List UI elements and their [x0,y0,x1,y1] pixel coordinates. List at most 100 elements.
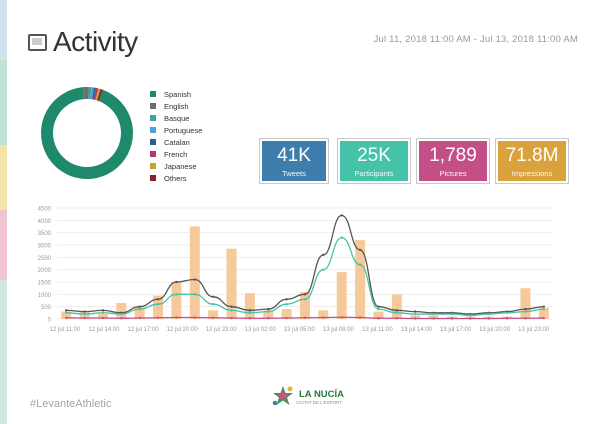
series-point [285,298,288,301]
y-tick-label: 2500 [38,256,52,262]
stat-value: 1,789 [429,145,477,166]
y-tick-label: 3500 [38,231,52,237]
pictures-bar [336,272,347,319]
series-point [248,309,252,312]
series-point [64,316,68,319]
series-point [64,311,68,315]
series-point [156,316,160,319]
series-point [505,311,509,315]
legend-label: Catalan [164,137,190,147]
y-tick-label: 1000 [38,293,52,299]
series-point [175,293,178,296]
series-point [175,316,178,319]
legend-item-catalan: Catalan [150,136,202,148]
pictures-bar [281,309,292,319]
legend-label: French [164,149,188,159]
series-point [83,316,86,320]
x-tick-label: 12 jul 11:00 [50,327,81,333]
legend-item-others: Others [150,172,202,184]
pictures-bar [428,315,439,319]
legend-item-japanese: Japanese [150,160,202,172]
stat-card-pictures[interactable]: 1,789 Pictures [417,139,489,183]
legend-item-french: French [150,148,202,160]
donut-slice-japanese [95,88,101,101]
donut-slice-others [97,89,103,102]
series-point [138,307,141,311]
x-tick-label: 12 jul 14:00 [89,327,121,333]
series-point [377,305,380,308]
series-point [524,317,527,320]
stripe-segment [0,60,7,145]
legend-swatch [150,91,156,97]
page-title: Activity [53,26,138,57]
series-point [542,316,546,320]
stat-value: 25K [357,145,391,166]
y-tick-label: 500 [41,305,52,311]
legend-item-portuguese: Portuguese [150,124,202,136]
series-point [83,310,86,313]
stat-card-tweets[interactable]: 41K Tweets [260,139,328,183]
pictures-bar [153,295,164,319]
series-point [340,316,343,319]
pictures-bar [171,282,182,319]
pictures-bar [391,294,402,319]
series-point [138,316,141,320]
language-legend: Spanish English Basque Portuguese Catalan Fre… [150,88,202,184]
series-point [267,317,270,320]
series-point [101,316,105,320]
series-point [230,316,233,320]
stat-card-participants[interactable]: 25K Participants [338,139,410,183]
series-point [469,314,472,317]
series-point [120,317,123,320]
series-point [340,236,343,239]
activity-timeline-chart: 0 500 1000 1500 2000 2500 3000 3500 4000 4500 12 … [38,207,553,333]
stat-card-impressions[interactable]: 71.8M Impressions [496,139,568,183]
language-donut-chart [41,87,133,179]
series-point [414,312,417,316]
series-point [395,309,399,312]
legend-label: Japanese [164,161,197,171]
x-tick-label: 13 jul 02:00 [245,327,277,333]
left-accent-stripe [0,0,7,424]
header: Activity [28,26,138,58]
y-tick-label: 1500 [38,281,52,287]
series-point [524,307,527,311]
series-point [542,305,546,308]
series-point [175,280,178,284]
series-point [395,317,399,320]
legend-item-spanish: Spanish [150,88,202,100]
pictures-bar [226,248,237,319]
y-tick-label: 4000 [38,219,52,225]
series-point [156,303,160,306]
pictures-bar [520,288,531,319]
stat-value: 41K [277,145,311,166]
y-tick-label: 2000 [38,268,52,274]
series-point [524,310,527,313]
pictures-bar [61,311,72,319]
pictures-bar [373,311,384,319]
series-point [542,307,546,311]
x-tick-label: 13 jul 23:00 [518,327,550,333]
y-tick-label: 0 [48,318,52,324]
stat-value: 71.8M [505,145,559,166]
pictures-bar [410,315,421,319]
series-point [432,317,435,320]
donut-slice-portuguese [90,87,94,100]
y-tick-label: 3000 [38,244,52,250]
series-point [487,312,490,316]
pictures-bar [538,307,549,319]
series-point [414,317,417,320]
series-point [248,311,252,315]
x-tick-label: 13 jul 11:00 [362,327,393,333]
la-nucia-logo: LA NUCÍA CIUTAT DE L'ESPORT [270,384,344,410]
legend-item-english: English [150,100,202,112]
series-point [414,310,417,313]
activity-icon [28,33,47,51]
legend-swatch [150,175,156,181]
x-tick-label: 13 jul 17:00 [440,327,472,333]
pictures-bar [116,302,127,319]
stripe-segment [0,145,7,210]
pictures-bar [244,293,255,319]
donut-slice-english [82,87,89,100]
series-point [230,309,233,312]
